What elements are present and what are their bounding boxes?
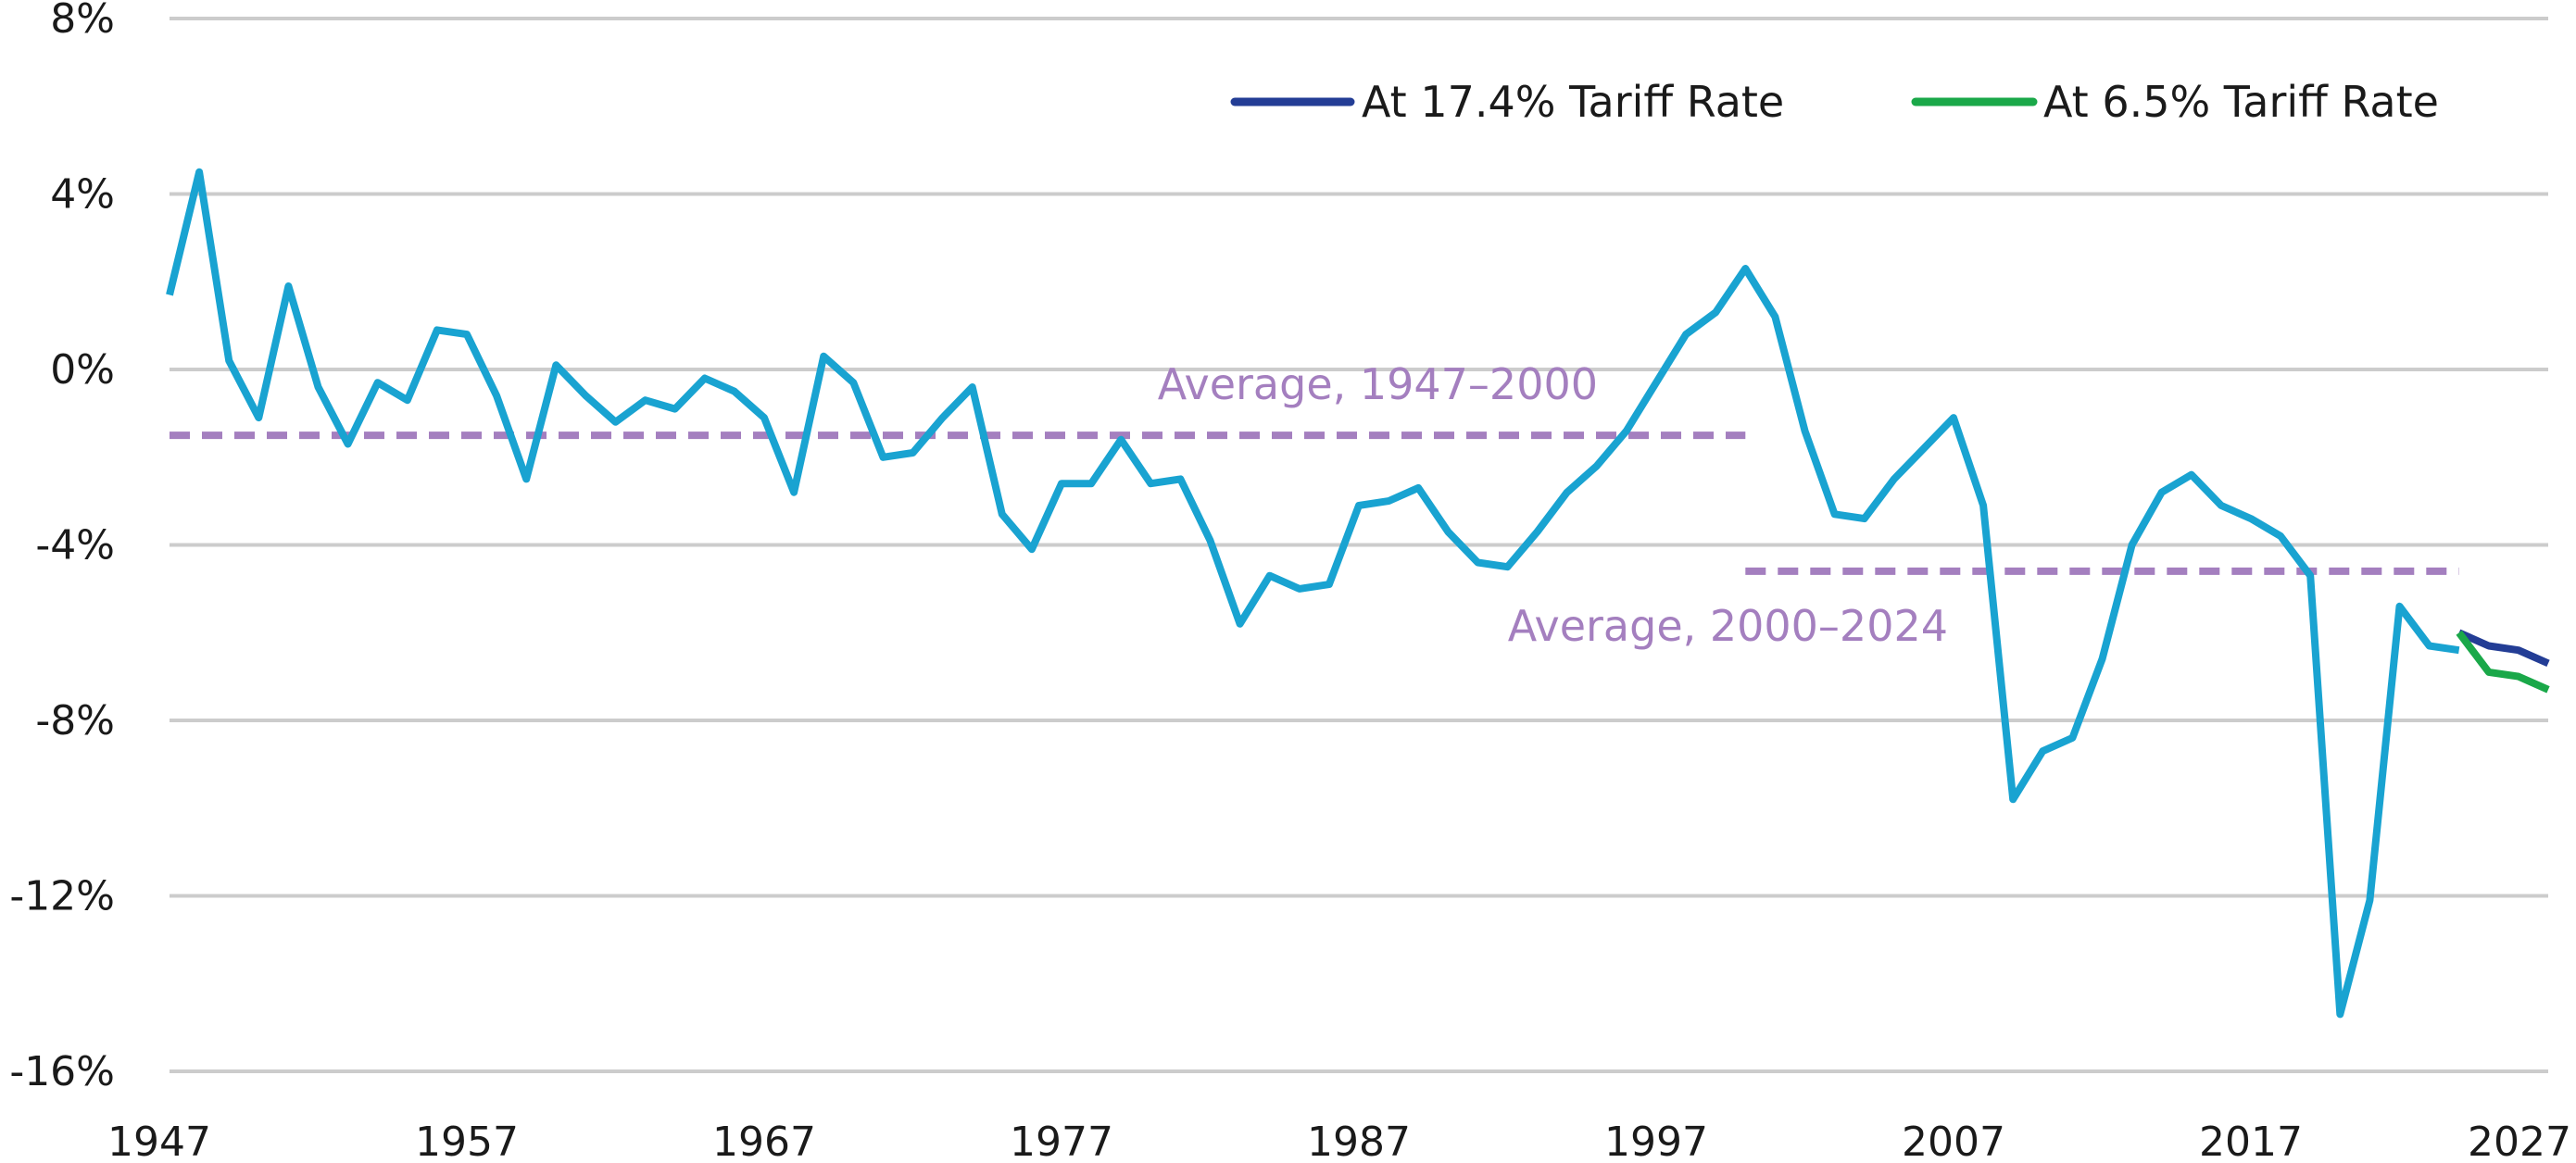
y-tick-label: -4% — [35, 522, 115, 569]
series-line-history — [166, 168, 2460, 1019]
legend-item-tariff_6_5: At 6.5% Tariff Rate — [1911, 77, 2439, 127]
y-tick-label: -8% — [35, 697, 115, 744]
series-line-tariff_17_4 — [2457, 629, 2550, 668]
series-lines — [166, 168, 2550, 1019]
x-tick-label: 1967 — [712, 1119, 816, 1163]
y-tick-label: 8% — [50, 0, 115, 43]
average-labels: Average, 1947–2000 Average, 2000–2024 — [1158, 359, 1948, 651]
y-tick-label: -12% — [9, 873, 115, 920]
average-lines — [170, 431, 2459, 575]
legend-item-tariff_17_4: At 17.4% Tariff Rate — [1230, 77, 1784, 127]
y-tick-label: 0% — [50, 346, 115, 394]
legend-label: At 17.4% Tariff Rate — [1362, 77, 1784, 127]
x-axis-ticks: 1947 1957 1967 1977 1987 1997 2007 2017 2027 — [107, 1119, 2571, 1163]
series-line-tariff_6_5 — [2456, 630, 2550, 694]
x-tick-label: 2027 — [2468, 1119, 2571, 1163]
average-label: Average, 1947–2000 — [1158, 359, 1598, 409]
y-tick-label: -16% — [9, 1048, 115, 1095]
x-tick-label: 1977 — [1010, 1119, 1113, 1163]
legend-label: At 6.5% Tariff Rate — [2043, 77, 2439, 127]
x-tick-label: 1997 — [1604, 1119, 1708, 1163]
x-tick-label: 1957 — [415, 1119, 519, 1163]
y-tick-label: 4% — [50, 171, 115, 219]
average-label: Average, 2000–2024 — [1508, 601, 1948, 651]
x-tick-label: 2017 — [2199, 1119, 2303, 1163]
x-tick-label: 2007 — [1902, 1119, 2005, 1163]
x-tick-label: 1987 — [1307, 1119, 1411, 1163]
y-axis-ticks: 8% 4% 0% -4% -8% -12% -16% — [9, 0, 115, 1095]
grid-lines — [170, 17, 2548, 1073]
x-tick-label: 1947 — [107, 1119, 211, 1163]
legend: At 17.4% Tariff Rate At 6.5% Tariff Rate — [1230, 77, 2439, 127]
